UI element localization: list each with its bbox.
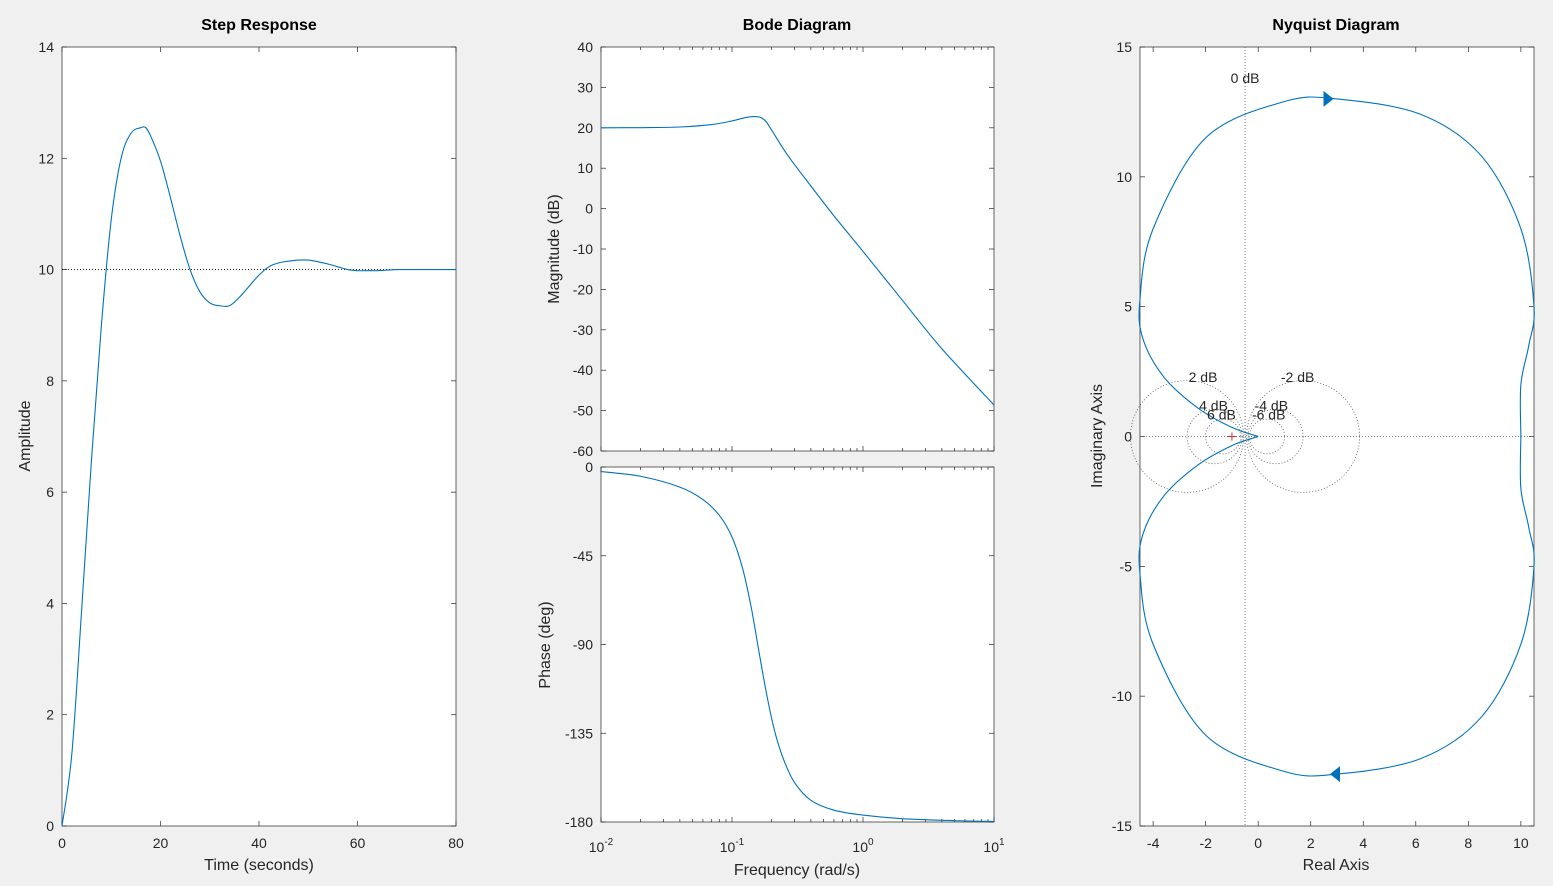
step-y-tick-label: 14 xyxy=(38,39,54,55)
bode-mag-y-tick-label: -10 xyxy=(573,241,593,257)
nyquist-x-tick-label: 8 xyxy=(1464,835,1472,851)
bode-mag-y-tick-label: 0 xyxy=(585,201,593,217)
bode-x-tick-label: 10-1 xyxy=(720,837,745,855)
m-circle-label: -6 dB xyxy=(1252,406,1285,422)
nyquist-x-tick-label: 4 xyxy=(1359,835,1367,851)
step-title: Step Response xyxy=(201,17,317,34)
bode-x-tick-label: 10-2 xyxy=(589,837,614,855)
step-x-tick-label: 40 xyxy=(251,835,267,851)
bode-mag-plot-area xyxy=(600,46,995,452)
nyquist-x-tick-label: 0 xyxy=(1254,835,1262,851)
bode-mag-y-tick-label: 20 xyxy=(577,120,593,136)
nyquist-y-tick-label: 10 xyxy=(1116,169,1132,185)
bode-phase-y-tick-label: -45 xyxy=(573,548,593,564)
bode-phase-y-tick-label: 0 xyxy=(585,459,593,475)
bode-x-tick-label: 100 xyxy=(852,837,874,855)
m-circle xyxy=(1186,408,1243,465)
bode-mag-y-tick-label: -30 xyxy=(573,322,593,338)
bode-xlabel: Frequency (rad/s) xyxy=(734,862,860,879)
m-circle-label: -4 dB xyxy=(1255,397,1288,413)
step-x-tick-label: 60 xyxy=(350,835,366,851)
step-plot-area xyxy=(61,46,457,827)
m-circle-label: 0 dB xyxy=(1231,70,1260,86)
m-circle-label: 6 dB xyxy=(1207,406,1236,422)
bode-mag-ylabel: Magnitude (dB) xyxy=(546,194,563,303)
bode-mag-y-tick-label: 40 xyxy=(577,39,593,55)
bode-mag-y-tick-label: -20 xyxy=(573,281,593,297)
bode-mag-y-tick-label: 10 xyxy=(577,160,593,176)
nyquist-title: Nyquist Diagram xyxy=(1272,17,1399,34)
step-y-tick-label: 6 xyxy=(46,484,54,500)
step-x-tick-label: 0 xyxy=(58,835,66,851)
step-ylabel: Amplitude xyxy=(17,400,34,471)
m-circle xyxy=(1205,418,1242,455)
bode-magnitude-curve xyxy=(600,116,995,406)
bode-mag-ticks: 40 30 20 10 0 -10 -20 -30 -40 -50 -60 xyxy=(573,39,995,459)
bode-phase-y-tick-label: -90 xyxy=(573,637,593,653)
m-circle-label: -2 dB xyxy=(1281,369,1314,385)
nyquist-x-tick-label: -2 xyxy=(1199,835,1212,851)
nyquist-x-tick-label: -4 xyxy=(1147,835,1160,851)
m-circle-label: 2 dB xyxy=(1189,369,1218,385)
step-response-curve xyxy=(61,126,456,827)
bode-magnitude-plot[interactable]: 40 30 20 10 0 -10 -20 -30 -40 -50 -60 Bode Diagram… xyxy=(546,17,995,459)
bode-phase-curve xyxy=(600,470,995,822)
step-x-tick-label: 80 xyxy=(448,835,464,851)
nyquist-y-tick-label: -10 xyxy=(1112,688,1132,704)
nyquist-y-tick-label: 0 xyxy=(1124,429,1132,445)
nyquist-y-tick-label: -15 xyxy=(1112,818,1132,834)
nyquist-direction-arrows xyxy=(1323,90,1340,783)
step-y-tick-label: 12 xyxy=(38,150,54,166)
nyquist-y-tick-label: 15 xyxy=(1116,39,1132,55)
nyquist-y-tick-label: 5 xyxy=(1124,299,1132,315)
nyquist-y-tick-label: -5 xyxy=(1120,558,1133,574)
nyquist-plot-area xyxy=(1139,46,1535,827)
bode-phase-y-tick-label: -135 xyxy=(565,725,593,741)
step-y-tick-label: 10 xyxy=(38,262,54,278)
bode-phase-ticks: 0 -45 -90 -135 -180 10-2 10-1 100 101 xyxy=(565,459,1005,855)
bode-mag-y-tick-label: -40 xyxy=(573,362,593,378)
bode-mag-y-tick-label: 30 xyxy=(577,79,593,95)
nyquist-ticks: -4 -2 0 2 4 6 8 10 15 10 5 0 -5 -10 -15 xyxy=(1112,39,1534,851)
bode-x-tick-label: 101 xyxy=(983,837,1005,855)
m-circle xyxy=(1249,418,1285,455)
step-y-tick-label: 4 xyxy=(46,595,54,611)
nyquist-x-tick-label: 6 xyxy=(1412,835,1420,851)
bode-phase-ylabel: Phase (deg) xyxy=(537,601,554,688)
step-ticks: 0 20 40 60 80 0 2 4 6 8 10 12 14 xyxy=(38,39,464,851)
nyquist-x-tick-label: 10 xyxy=(1513,835,1529,851)
m-circle xyxy=(1130,380,1244,493)
bode-phase-y-tick-label: -180 xyxy=(565,814,593,830)
arrow-left xyxy=(1330,766,1340,783)
m-circle-labels: 0 dB 2 dB 4 dB6 dB -2 dB -4 dB-6 dB xyxy=(1189,70,1315,422)
step-xlabel: Time (seconds) xyxy=(204,857,314,874)
m-circle xyxy=(1247,408,1304,465)
m-circle xyxy=(1246,380,1361,493)
nyquist-xlabel: Real Axis xyxy=(1303,857,1370,874)
step-y-tick-label: 0 xyxy=(46,818,54,834)
bode-mag-y-tick-label: -60 xyxy=(573,443,593,459)
arrow-right xyxy=(1323,90,1334,107)
nyquist-plot[interactable]: -4 -2 0 2 4 6 8 10 15 10 5 0 -5 -10 -15 0 dB 2 dB 4 dB6 … xyxy=(1089,17,1535,874)
step-response-plot[interactable]: 0 20 40 60 80 0 2 4 6 8 10 12 14 Step Response Time … xyxy=(17,17,464,874)
nyquist-ylabel: Imaginary Axis xyxy=(1089,384,1106,488)
bode-title: Bode Diagram xyxy=(743,17,851,34)
m-circle-label: 4 dB xyxy=(1199,397,1228,413)
bode-phase-plot-area xyxy=(600,466,995,823)
step-y-tick-label: 2 xyxy=(46,707,54,723)
critical-point-marker xyxy=(1227,432,1236,441)
bode-phase-plot[interactable]: 0 -45 -90 -135 -180 10-2 10-1 100 101 Frequency … xyxy=(537,459,1005,879)
nyquist-x-tick-label: 2 xyxy=(1307,835,1315,851)
nyquist-curve xyxy=(1138,96,1535,777)
bode-mag-y-tick-label: -50 xyxy=(573,403,593,419)
step-x-tick-label: 20 xyxy=(153,835,169,851)
nyquist-m-circles xyxy=(1130,47,1534,826)
step-y-tick-label: 8 xyxy=(46,373,54,389)
